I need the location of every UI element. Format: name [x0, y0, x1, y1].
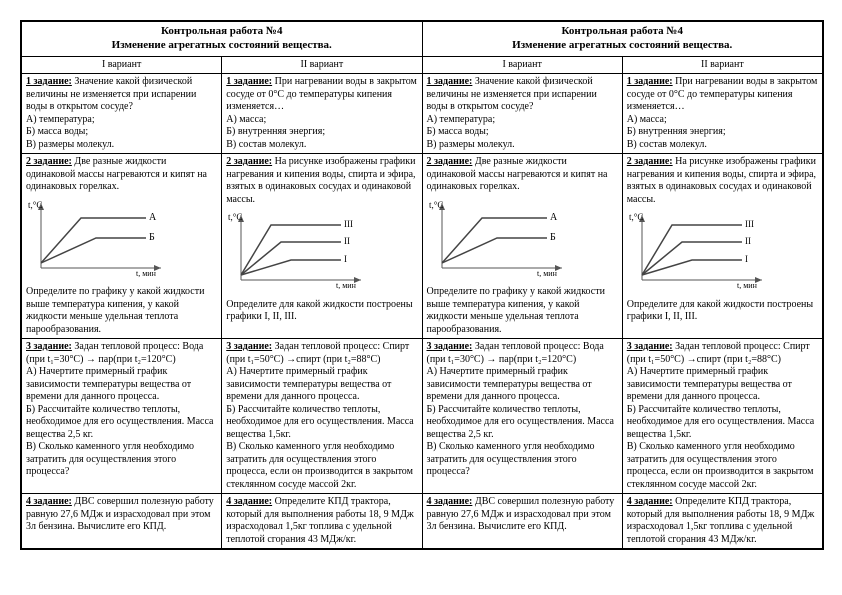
t1-c: В) размеры молекул. — [26, 139, 114, 150]
t3-c3: В) Сколько каменного угля необходимо зат… — [427, 441, 595, 477]
svg-text:I: I — [344, 254, 347, 264]
t3-a4: А) Начертите примерный график зависимост… — [627, 366, 792, 402]
svg-text:А: А — [149, 212, 157, 223]
t4-label3: 4 задание: — [427, 496, 473, 507]
t1-a: А) температура; — [26, 114, 95, 125]
t1-v1b: 1 задание: Значение какой физической вел… — [422, 74, 622, 154]
t3-v1b: 3 задание: Задан тепловой процесс: Вода … — [422, 339, 622, 494]
svg-text:Б: Б — [550, 232, 556, 243]
t2-label4: 2 задание: — [627, 156, 673, 167]
t3-b3: Б) Рассчитайте количество теплоты, необх… — [427, 404, 614, 440]
t2-v1a: 2 задание: Две разные жидкости одинаково… — [22, 154, 222, 339]
var-1a: I вариант — [22, 56, 222, 74]
t1-v2b: 1 задание: При нагревании воды в закрыто… — [622, 74, 822, 154]
t2-v2b: 2 задание: На рисунке изображены графики… — [622, 154, 822, 339]
t2-v1b: 2 задание: Две разные жидкости одинаково… — [422, 154, 622, 339]
t3-v1a: 3 задание: Задан тепловой процесс: Вода … — [22, 339, 222, 494]
svg-text:III: III — [344, 219, 353, 229]
t4-v1a: 4 задание: ДВС совершил полезную работу … — [22, 494, 222, 549]
t2-after2: Определите для какой жидкости построены … — [226, 299, 412, 323]
t3-c: В) Сколько каменного угля необходимо зат… — [26, 441, 194, 477]
t2-v2a: 2 задание: На рисунке изображены графики… — [222, 154, 422, 339]
t3-v2b: 3 задание: Задан тепловой процесс: Спирт… — [622, 339, 822, 494]
t4-label2: 4 задание: — [226, 496, 272, 507]
title-right: Контрольная работа №4 Изменение агрегатн… — [422, 22, 823, 57]
svg-text:t,°C: t,°C — [28, 200, 42, 210]
t3-c4: В) Сколько каменного угля необходимо зат… — [627, 441, 814, 490]
t3-b: Б) Рассчитайте количество теплоты, необх… — [26, 404, 213, 440]
var-2a: II вариант — [222, 56, 422, 74]
t3-label2: 3 задание: — [226, 341, 272, 352]
t3-a: А) Начертите примерный график зависимост… — [26, 366, 191, 402]
t1-v1a: 1 задание: Значение какой физической вел… — [22, 74, 222, 154]
title-left: Контрольная работа №4 Изменение агрегатн… — [22, 22, 423, 57]
t3-b2: Б) Рассчитайте количество теплоты, необх… — [226, 404, 413, 440]
t1-label4: 1 задание: — [627, 76, 673, 87]
svg-text:Б: Б — [149, 232, 155, 243]
var-1b: I вариант — [422, 56, 622, 74]
t1-b2: Б) внутренняя энергия; — [226, 126, 325, 137]
worksheet: Контрольная работа №4 Изменение агрегатн… — [20, 20, 824, 550]
t2-label3: 2 задание: — [427, 156, 473, 167]
t1-label3: 1 задание: — [427, 76, 473, 87]
svg-text:t, мин: t, мин — [737, 281, 758, 290]
t1-a3: А) температура; — [427, 114, 496, 125]
title-r2: Изменение агрегатных состояний вещества. — [512, 39, 732, 51]
t3-label3: 3 задание: — [427, 341, 473, 352]
chart-ab-icon: t,°C t, мин А Б — [26, 198, 166, 278]
chart-123-icon: t,°C t, мин III II I — [226, 210, 366, 290]
chart-ab-icon-2: t,°C t, мин А Б — [427, 198, 567, 278]
t1-c3: В) размеры молекул. — [427, 139, 515, 150]
svg-text:t, мин: t, мин — [136, 269, 157, 278]
t3-a3: А) Начертите примерный график зависимост… — [427, 366, 592, 402]
t1-label2: 1 задание: — [226, 76, 272, 87]
svg-text:III: III — [745, 219, 754, 229]
t4-label4: 4 задание: — [627, 496, 673, 507]
t3-label: 3 задание: — [26, 341, 72, 352]
var-2b: II вариант — [622, 56, 822, 74]
t2-after3: Определите по графику у какой жидкости в… — [427, 286, 605, 335]
t4-label: 4 задание: — [26, 496, 72, 507]
t1-c2: В) состав молекул. — [226, 139, 306, 150]
t1-a2: А) масса; — [226, 114, 266, 125]
svg-text:II: II — [745, 236, 751, 246]
t1-b: Б) масса воды; — [26, 126, 88, 137]
svg-text:I: I — [745, 254, 748, 264]
svg-text:t,°C: t,°C — [228, 212, 242, 222]
svg-text:II: II — [344, 236, 350, 246]
svg-text:t, мин: t, мин — [336, 281, 357, 290]
t1-b4: Б) внутренняя энергия; — [627, 126, 726, 137]
t4-v2b: 4 задание: Определите КПД трактора, кото… — [622, 494, 822, 549]
t1-v2a: 1 задание: При нагревании воды в закрыто… — [222, 74, 422, 154]
t1-c4: В) состав молекул. — [627, 139, 707, 150]
title-r1: Контрольная работа №4 — [562, 25, 683, 37]
title-l2: Изменение агрегатных состояний вещества. — [112, 39, 332, 51]
t4-v2a: 4 задание: Определите КПД трактора, кото… — [222, 494, 422, 549]
t3-b4: Б) Рассчитайте количество теплоты, необх… — [627, 404, 814, 440]
main-table: Контрольная работа №4 Изменение агрегатн… — [21, 21, 823, 549]
t4-v1b: 4 задание: ДВС совершил полезную работу … — [422, 494, 622, 549]
svg-text:t, мин: t, мин — [537, 269, 558, 278]
t2-after: Определите по графику у какой жидкости в… — [26, 286, 204, 335]
t1-b3: Б) масса воды; — [427, 126, 489, 137]
t2-label2: 2 задание: — [226, 156, 272, 167]
t3-a2: А) Начертите примерный график зависимост… — [226, 366, 391, 402]
svg-text:t,°C: t,°C — [629, 212, 643, 222]
t1-label: 1 задание: — [26, 76, 72, 87]
t3-c2: В) Сколько каменного угля необходимо зат… — [226, 441, 413, 490]
t2-label: 2 задание: — [26, 156, 72, 167]
chart-123-icon-2: t,°C t, мин III II I — [627, 210, 767, 290]
t1-a4: А) масса; — [627, 114, 667, 125]
svg-text:А: А — [550, 212, 558, 223]
t2-after4: Определите для какой жидкости построены … — [627, 299, 813, 323]
t3-v2a: 3 задание: Задан тепловой процесс: Спирт… — [222, 339, 422, 494]
t3-label4: 3 задание: — [627, 341, 673, 352]
title-l1: Контрольная работа №4 — [161, 25, 282, 37]
svg-text:t,°C: t,°C — [429, 200, 443, 210]
